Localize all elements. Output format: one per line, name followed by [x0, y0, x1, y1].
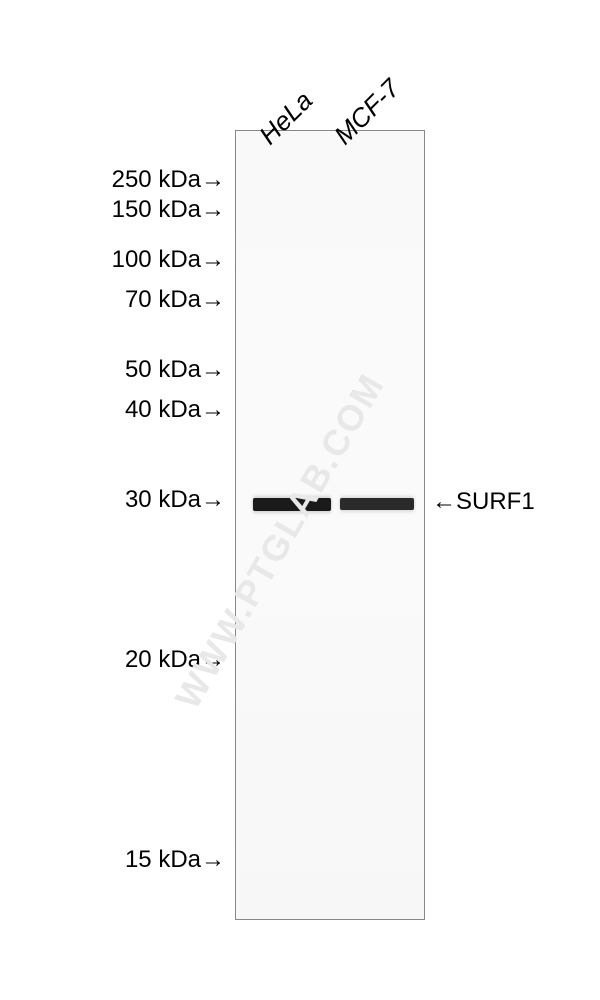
band-mcf7 [340, 498, 414, 510]
marker-250: 250 kDa→ [112, 166, 225, 194]
marker-text: 250 kDa [112, 166, 201, 193]
marker-70: 70 kDa→ [125, 286, 225, 314]
marker-100: 100 kDa→ [112, 246, 225, 274]
marker-text: 30 kDa [125, 486, 201, 513]
marker-40: 40 kDa→ [125, 396, 225, 424]
marker-150: 150 kDa→ [112, 196, 225, 224]
marker-text: 20 kDa [125, 646, 201, 673]
arrow-right-icon: → [201, 396, 225, 424]
arrow-right-icon: → [201, 486, 225, 514]
arrow-right-icon: → [201, 286, 225, 314]
arrow-right-icon: → [201, 196, 225, 224]
marker-text: 150 kDa [112, 196, 201, 223]
protein-name: SURF1 [456, 488, 535, 515]
figure-container: WWW.PTGLAB.COM HeLa MCF-7 250 kDa→ 150 k… [0, 0, 600, 1000]
band-label-surf1: ←SURF1 [432, 488, 535, 516]
marker-50: 50 kDa→ [125, 356, 225, 384]
arrow-right-icon: → [201, 166, 225, 194]
marker-text: 50 kDa [125, 356, 201, 383]
marker-text: 70 kDa [125, 286, 201, 313]
marker-20: 20 kDa→ [125, 646, 225, 674]
marker-30: 30 kDa→ [125, 486, 225, 514]
marker-15: 15 kDa→ [125, 846, 225, 874]
arrow-right-icon: → [201, 246, 225, 274]
band-hela [253, 498, 331, 511]
arrow-right-icon: → [201, 356, 225, 384]
arrow-left-icon: ← [432, 488, 456, 516]
blot-shading [236, 131, 424, 919]
marker-text: 40 kDa [125, 396, 201, 423]
marker-text: 100 kDa [112, 246, 201, 273]
arrow-right-icon: → [201, 646, 225, 674]
blot-membrane [235, 130, 425, 920]
arrow-right-icon: → [201, 846, 225, 874]
marker-text: 15 kDa [125, 846, 201, 873]
